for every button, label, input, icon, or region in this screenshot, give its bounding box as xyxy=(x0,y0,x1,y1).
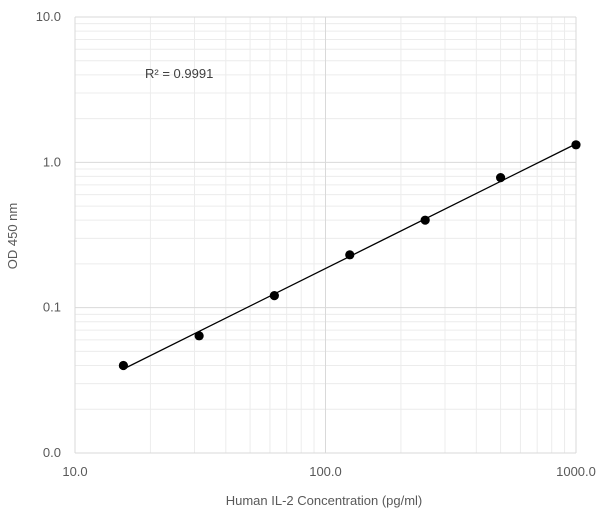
data-point xyxy=(118,360,128,371)
y-tick-label: 10.0 xyxy=(36,9,61,24)
x-axis-title: Human IL-2 Concentration (pg/ml) xyxy=(226,493,423,508)
x-tick-label: 100.0 xyxy=(309,464,342,479)
data-point xyxy=(571,140,581,150)
data-points xyxy=(118,140,581,371)
data-point xyxy=(194,331,204,341)
x-tick-label: 10.0 xyxy=(62,464,87,479)
data-point xyxy=(420,215,430,225)
data-point xyxy=(269,291,279,301)
major-gridlines xyxy=(74,16,577,454)
tick-labels: 0.0 0.1 1.0 10.0 10.0 100.0 1000.0 xyxy=(36,9,596,479)
y-axis-title: OD 450 nm xyxy=(5,203,20,269)
data-point xyxy=(495,173,506,183)
x-tick-label: 1000.0 xyxy=(556,464,596,479)
y-tick-label: 0.1 xyxy=(43,300,61,315)
data-point xyxy=(345,250,355,260)
y-tick-label: 0.0 xyxy=(43,445,61,460)
r-squared-annotation: R² = 0.9991 xyxy=(145,66,213,81)
y-tick-label: 1.0 xyxy=(43,154,61,169)
